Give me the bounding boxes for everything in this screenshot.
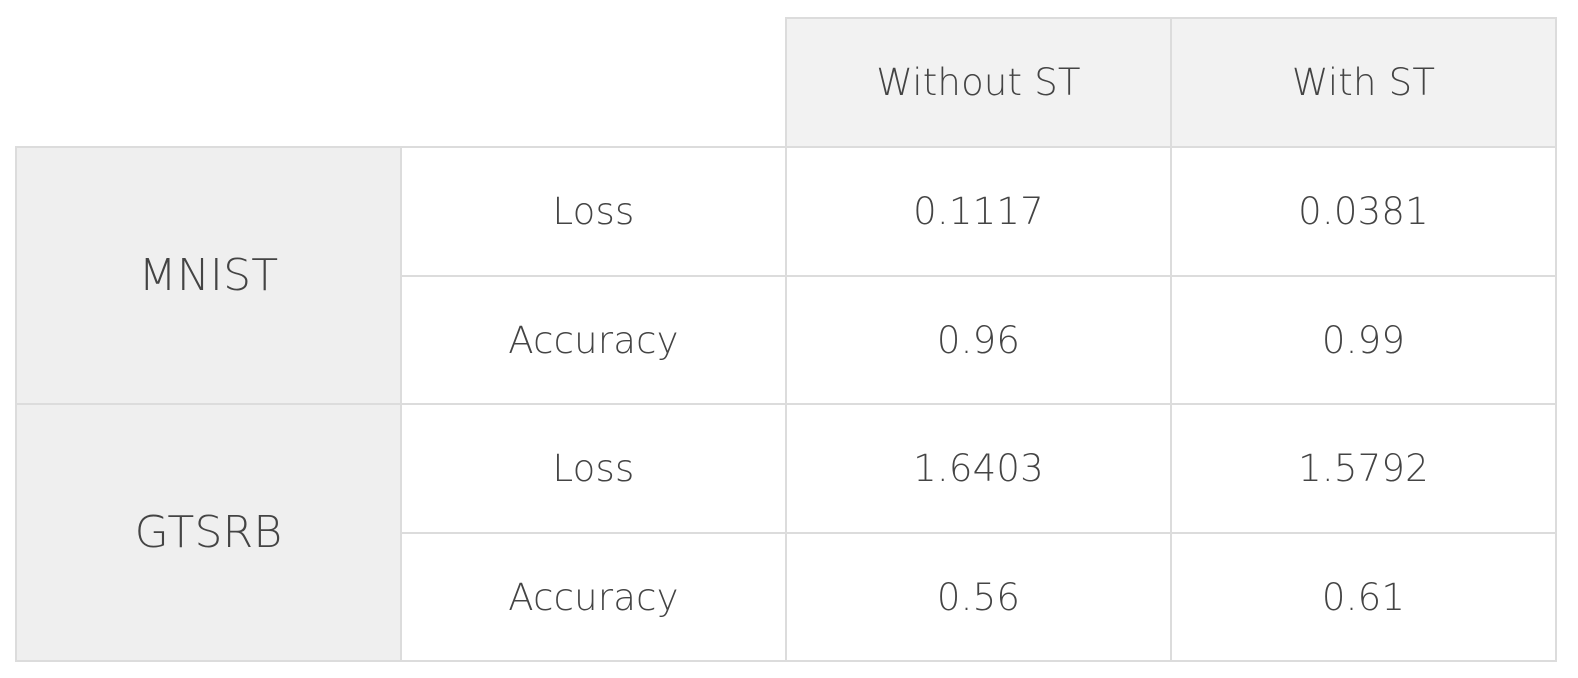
table-cell: 0.0381 (1171, 147, 1556, 276)
table-cell: 0.96 (786, 276, 1171, 404)
column-header-with-st: With ST (1171, 18, 1556, 147)
table-cell: 0.1117 (786, 147, 1171, 276)
grid-line (401, 532, 1557, 534)
grid-line (785, 17, 787, 662)
metric-label: Accuracy (401, 276, 786, 404)
grid-line (1170, 17, 1172, 662)
group-label-mnist: MNIST (16, 147, 401, 404)
metric-label: Loss (401, 147, 786, 276)
grid-line (400, 146, 402, 662)
column-header-without-st: Without ST (786, 18, 1171, 147)
metric-label: Accuracy (401, 533, 786, 661)
group-label-gtsrb: GTSRB (16, 404, 401, 661)
table-cell: 0.56 (786, 533, 1171, 661)
grid-line (15, 146, 17, 662)
table-cell: 1.5792 (1171, 404, 1556, 533)
grid-line (1555, 17, 1557, 662)
metric-label: Loss (401, 404, 786, 533)
table-cell: 0.99 (1171, 276, 1556, 404)
table-cell: 1.6403 (786, 404, 1171, 533)
table-cell: 0.61 (1171, 533, 1556, 661)
grid-line (401, 275, 1557, 277)
